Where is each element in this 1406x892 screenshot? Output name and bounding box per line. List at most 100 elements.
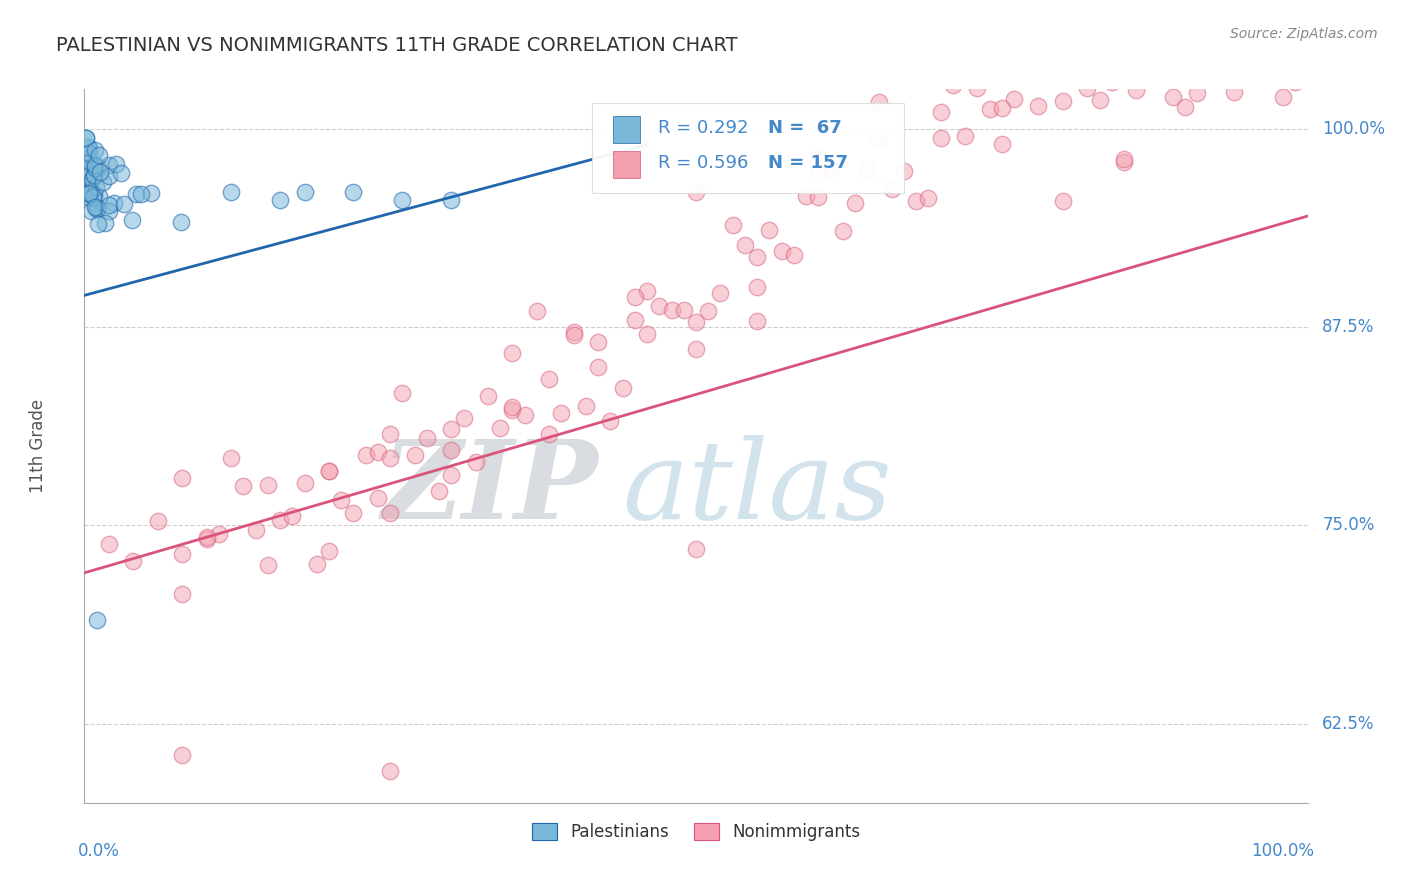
Point — [1114, 153, 1136, 167]
Point — [538, 372, 561, 386]
Point — [1028, 99, 1050, 113]
Point — [991, 101, 1014, 115]
Point — [98, 158, 121, 172]
Point — [75, 131, 97, 145]
Text: Source: ZipAtlas.com: Source: ZipAtlas.com — [1230, 27, 1378, 41]
Point — [747, 314, 769, 328]
Point — [1052, 94, 1074, 108]
Point — [76, 152, 98, 166]
Point — [208, 527, 231, 541]
Point — [550, 406, 572, 420]
Point — [86, 614, 108, 628]
Point — [83, 188, 105, 202]
Point — [1198, 29, 1220, 44]
Point — [734, 238, 756, 252]
Point — [380, 506, 402, 520]
Point — [172, 748, 194, 763]
Point — [77, 140, 100, 154]
Point — [575, 399, 598, 413]
Point — [489, 421, 512, 435]
Point — [86, 201, 108, 215]
Point — [342, 506, 364, 520]
Point — [232, 478, 254, 492]
Point — [440, 422, 463, 436]
Point — [86, 202, 108, 217]
Point — [281, 508, 304, 523]
Point — [1284, 75, 1306, 89]
Point — [219, 186, 242, 200]
Point — [648, 299, 671, 313]
Point — [1114, 155, 1136, 169]
Point — [453, 411, 475, 425]
Point — [783, 247, 806, 261]
Point — [110, 166, 132, 180]
Point — [91, 175, 114, 189]
Point — [721, 218, 744, 232]
Point — [87, 148, 110, 162]
Point — [586, 334, 609, 349]
Point — [1211, 52, 1233, 66]
Point — [440, 193, 463, 207]
Point — [685, 315, 707, 329]
Point — [139, 186, 162, 200]
Point — [844, 195, 866, 210]
Point — [1236, 43, 1258, 57]
Point — [697, 303, 720, 318]
Point — [440, 468, 463, 483]
Point — [869, 131, 891, 145]
Point — [1088, 93, 1111, 107]
Point — [513, 409, 536, 423]
Point — [636, 285, 658, 299]
Point — [685, 186, 707, 200]
Point — [77, 163, 100, 178]
Point — [1125, 83, 1147, 97]
Point — [820, 161, 842, 176]
Text: 87.5%: 87.5% — [1322, 318, 1375, 336]
Point — [1174, 69, 1197, 83]
Point — [79, 154, 101, 169]
Point — [82, 190, 104, 204]
Point — [807, 150, 830, 164]
Point — [586, 359, 609, 374]
Point — [1137, 58, 1160, 72]
Point — [747, 251, 769, 265]
Point — [1272, 90, 1295, 104]
Point — [380, 764, 402, 778]
Point — [391, 193, 413, 207]
Point — [129, 187, 152, 202]
Point — [97, 537, 120, 551]
Point — [624, 290, 647, 304]
Point — [79, 187, 101, 202]
Text: 11th Grade: 11th Grade — [30, 399, 46, 493]
Point — [86, 217, 108, 231]
Point — [807, 189, 830, 203]
Point — [77, 186, 100, 201]
Point — [502, 401, 524, 415]
Point — [1260, 24, 1282, 38]
Point — [124, 187, 146, 202]
Point — [245, 523, 267, 537]
Point — [380, 426, 402, 441]
Point — [869, 95, 891, 109]
Point — [84, 179, 107, 194]
Point — [77, 152, 100, 166]
Point — [440, 443, 463, 458]
Point — [367, 445, 389, 459]
Point — [89, 164, 111, 178]
Point — [79, 141, 101, 155]
Point — [83, 169, 105, 183]
Point — [83, 168, 105, 182]
Point — [84, 200, 107, 214]
Point — [624, 313, 647, 327]
Point — [599, 413, 621, 427]
Point — [330, 493, 353, 508]
Point — [1174, 100, 1197, 114]
Text: R = 0.596: R = 0.596 — [658, 154, 748, 172]
Point — [219, 450, 242, 465]
Point — [1247, 59, 1270, 73]
Point — [856, 163, 879, 178]
Point — [76, 183, 98, 197]
Point — [538, 427, 561, 442]
Point — [79, 191, 101, 205]
Point — [103, 196, 125, 211]
